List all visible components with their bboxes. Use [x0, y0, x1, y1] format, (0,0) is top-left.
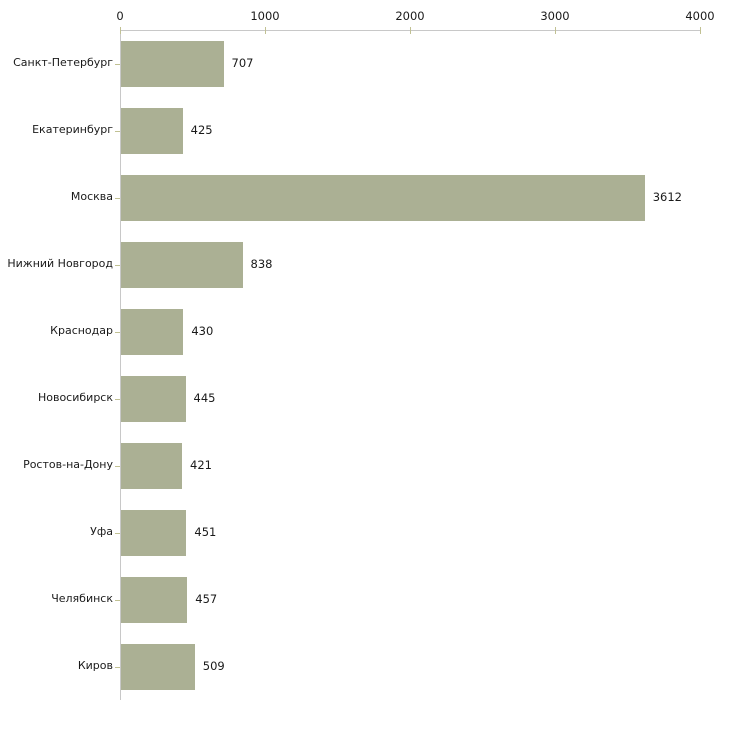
x-tick	[700, 27, 701, 34]
y-tick	[115, 331, 120, 333]
y-tick	[115, 666, 120, 668]
category-label: Санкт-Петербург	[13, 55, 113, 69]
value-label: 3612	[652, 189, 683, 204]
bar	[121, 375, 186, 422]
bar	[121, 308, 184, 355]
y-tick	[115, 599, 120, 601]
bar	[121, 442, 183, 489]
value-label: 451	[194, 524, 217, 539]
value-label: 509	[202, 658, 225, 673]
bar	[121, 643, 195, 690]
value-label: 425	[190, 122, 213, 137]
value-label: 421	[190, 457, 212, 472]
category-label: Челябинск	[51, 591, 113, 605]
bar	[121, 576, 188, 623]
y-tick	[115, 197, 120, 199]
y-tick	[115, 63, 120, 65]
bar	[121, 241, 243, 288]
bar	[121, 174, 645, 221]
value-label: 707	[231, 55, 254, 70]
x-tick-label: 3000	[540, 9, 570, 23]
category-label: Екатеринбург	[32, 122, 113, 136]
x-tick	[410, 27, 411, 34]
category-label: Нижний Новгород	[7, 256, 113, 270]
x-tick	[555, 27, 556, 34]
y-axis-line	[120, 30, 121, 700]
category-label: Новосибирск	[37, 390, 113, 404]
y-tick	[115, 398, 120, 400]
category-label: Уфа	[90, 524, 113, 538]
y-tick	[115, 130, 120, 132]
category-label: Москва	[70, 189, 113, 203]
x-tick	[120, 27, 121, 34]
value-label: 457	[195, 591, 218, 606]
x-tick-label: 4000	[685, 9, 715, 23]
bar	[121, 40, 224, 87]
category-label: Краснодар	[50, 323, 113, 337]
category-label: Ростов-на-Дону	[23, 457, 113, 471]
value-label: 838	[250, 256, 273, 271]
x-tick	[265, 27, 266, 34]
value-label: 445	[193, 390, 216, 405]
category-label: Киров	[77, 658, 113, 672]
y-tick	[115, 264, 120, 266]
y-tick	[115, 532, 120, 534]
x-tick-label: 0	[116, 9, 124, 23]
y-tick	[115, 465, 120, 467]
bar	[121, 107, 183, 154]
bar	[121, 509, 187, 556]
x-tick-label: 2000	[395, 9, 425, 23]
x-tick-label: 1000	[250, 9, 280, 23]
value-label: 430	[191, 323, 214, 338]
